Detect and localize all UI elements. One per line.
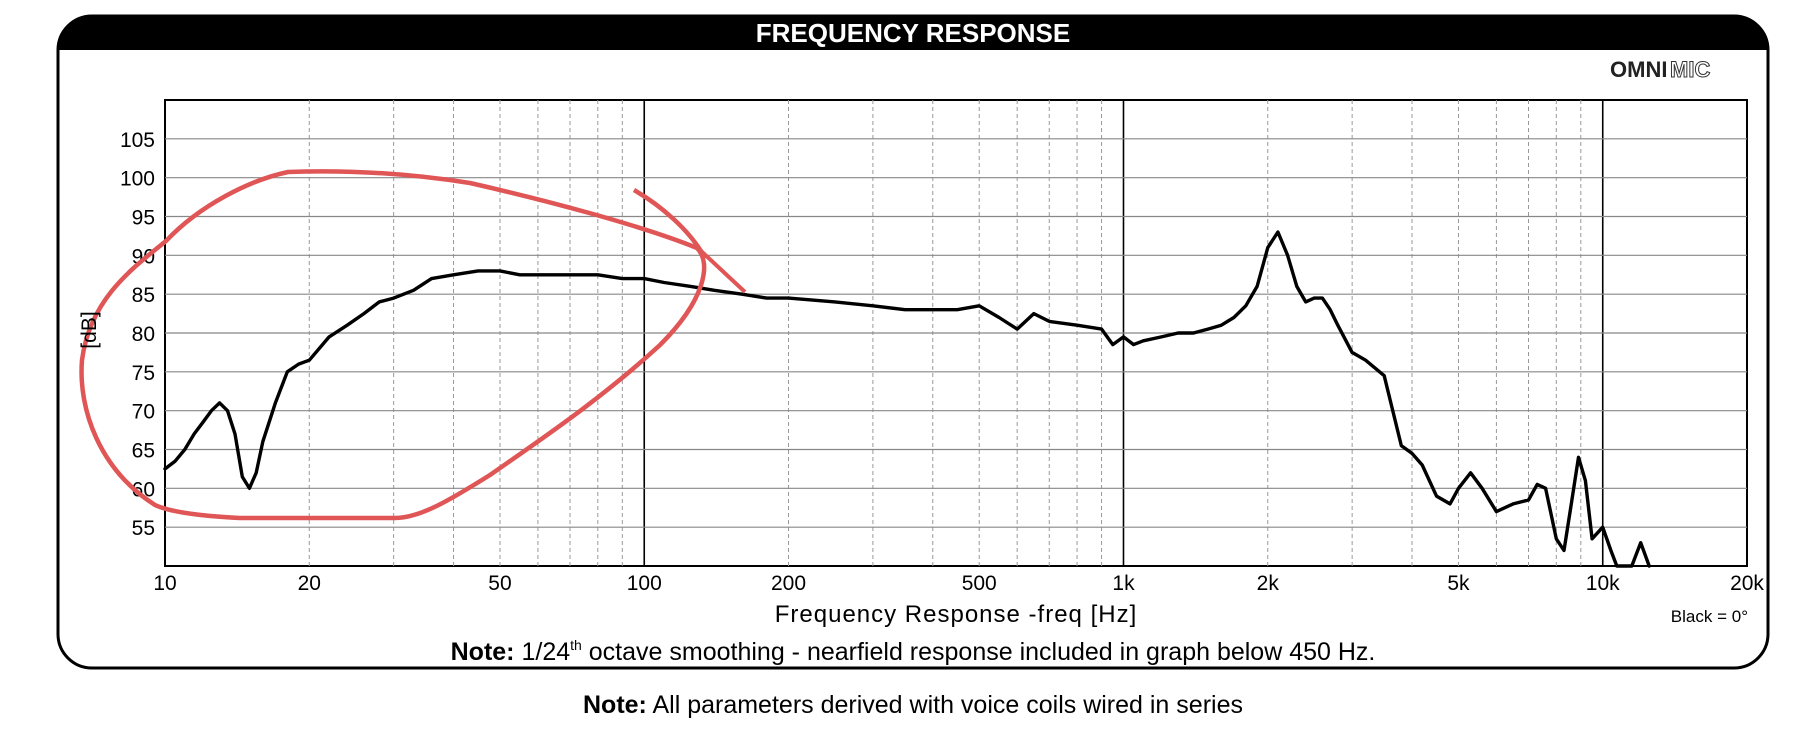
- inner-note: Note: 1/24th octave smoothing - nearfiel…: [451, 637, 1376, 666]
- title-bar: [58, 16, 1768, 50]
- x-tick-label: 20k: [1730, 572, 1764, 595]
- red-tail-annotation: [632, 188, 707, 260]
- series-line-0deg: [163, 230, 1651, 568]
- inner-note-text: octave smoothing - nearfield response in…: [589, 638, 1376, 666]
- x-tick-label: 10: [153, 572, 176, 595]
- x-axis-label: Frequency Response -freq [Hz]: [775, 601, 1137, 628]
- inner-note-superscript: th: [570, 637, 582, 653]
- x-tick-label: 5k: [1447, 572, 1470, 595]
- red-tail-annotation-2: [698, 248, 747, 294]
- chart-title: FREQUENCY RESPONSE: [756, 18, 1070, 48]
- y-axis-label: [dB]: [78, 311, 101, 348]
- outer-note-text: All parameters derived with voice coils …: [652, 691, 1243, 719]
- inner-note-fraction: 1/24: [521, 638, 570, 666]
- x-tick-label: 100: [627, 572, 662, 595]
- y-tick-label: 60: [132, 478, 155, 501]
- x-tick-label: 1k: [1112, 572, 1135, 595]
- x-tick-label: 20: [298, 572, 321, 595]
- x-tick-label: 10k: [1586, 572, 1620, 595]
- y-tick-label: 70: [132, 401, 155, 424]
- red-circle-annotation: [79, 169, 707, 521]
- outer-note-bold: Note:: [583, 691, 647, 719]
- logo-outline-text: MIC: [1670, 57, 1710, 82]
- logo-bold-text: OMNI: [1610, 57, 1667, 82]
- omnimic-logo: OMNI MIC: [1610, 57, 1711, 83]
- inner-note-bold: Note:: [451, 638, 515, 666]
- y-tick-label: 65: [132, 440, 155, 463]
- x-tick-label: 50: [488, 572, 511, 595]
- y-tick-label: 100: [120, 168, 155, 191]
- y-tick-label: 95: [132, 207, 155, 230]
- grid: [165, 100, 1747, 566]
- x-tick-label: 500: [962, 572, 997, 595]
- x-axis-ticks: 10 20 50 100 200 500 1k 2k 5k 10k 20k: [153, 572, 1764, 595]
- y-tick-label: 105: [120, 129, 155, 152]
- y-tick-label: 55: [132, 517, 155, 540]
- y-tick-label: 75: [132, 362, 155, 385]
- x-tick-label: 2k: [1257, 572, 1280, 595]
- y-tick-label: 80: [132, 323, 155, 346]
- x-tick-label: 200: [771, 572, 806, 595]
- y-tick-label: 85: [132, 284, 155, 307]
- legend-label: Black = 0°: [1671, 607, 1748, 626]
- outer-note: Note: All parameters derived with voice …: [583, 691, 1243, 719]
